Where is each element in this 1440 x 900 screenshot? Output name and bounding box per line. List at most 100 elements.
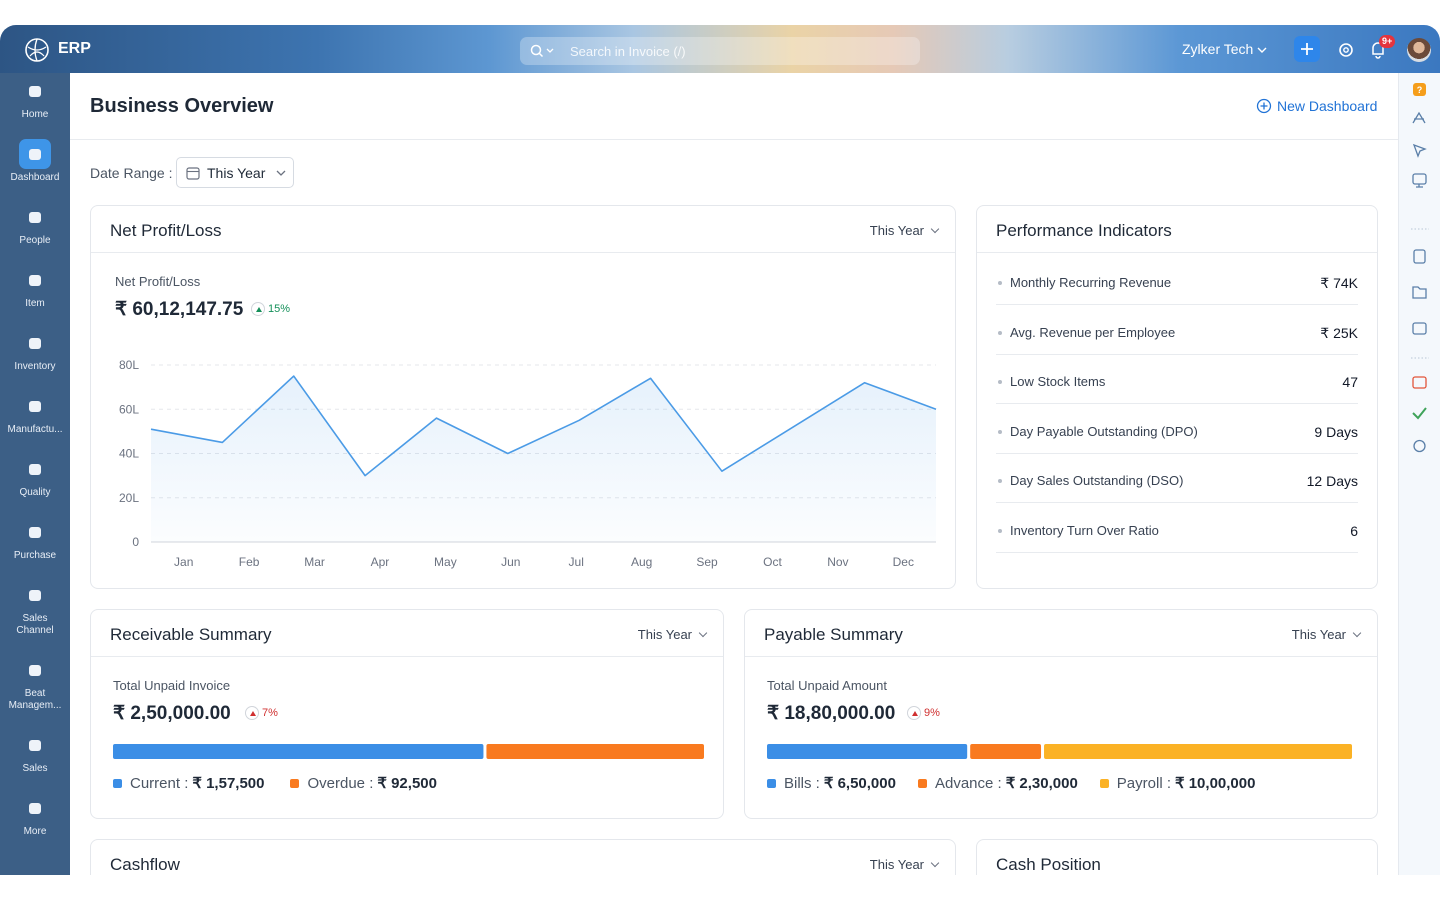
plus-circle-icon (1256, 98, 1272, 114)
sidebar-item[interactable]: Item (0, 265, 70, 310)
y-tick-label: 80L (119, 358, 139, 372)
x-tick-label: Sep (696, 555, 718, 569)
metric-amount: ₹ 60,12,147.75 (115, 299, 244, 320)
x-tick-label: Jul (569, 555, 584, 569)
card-title: Receivable Summary (110, 625, 272, 644)
legend-item: Current₹ 1,57,500 (113, 774, 264, 792)
legend-item: Advance₹ 2,30,000 (917, 774, 1078, 792)
sidebar-item[interactable]: Sales Channel (0, 580, 70, 637)
sidebar-item[interactable]: Home (0, 76, 70, 121)
icon-glyph (29, 149, 41, 160)
glyph (29, 665, 41, 676)
card-filter[interactable]: This Year (870, 223, 938, 238)
icon-glyph (29, 338, 41, 349)
notification-button[interactable] (1369, 40, 1387, 60)
change-value: 9% (924, 707, 940, 719)
sidebar-icon (19, 580, 51, 610)
x-tick-label: Oct (763, 555, 782, 569)
metric-amount: ₹ 18,80,000.00 (767, 703, 896, 724)
legend-value: ₹ 1,57,500 (192, 775, 265, 792)
user-avatar[interactable] (1407, 38, 1431, 62)
sidebar-label: Purchase (13, 550, 57, 561)
sidebar-icon (19, 328, 51, 358)
legend-item: Overdue₹ 92,500 (290, 774, 437, 792)
bar-segment (486, 744, 704, 759)
organization-switcher[interactable]: Zylker Tech (1182, 41, 1267, 57)
settings-button[interactable] (1337, 41, 1355, 59)
x-tick-label: Nov (827, 555, 848, 569)
indicator-label: Low Stock Items (997, 374, 1106, 389)
svg-text:?: ? (1417, 85, 1423, 95)
bar-segment (113, 744, 484, 759)
payable-card: Payable Summary This Year Total Unpaid A… (744, 609, 1378, 819)
sidebar-icon (19, 517, 51, 547)
indicator-value: 9 Days (1314, 423, 1358, 440)
date-range-select[interactable]: This Year (176, 157, 294, 188)
card-title: Cashflow (110, 855, 180, 874)
x-tick-label: Jan (174, 555, 193, 569)
indicator-value: 47 (1342, 374, 1358, 390)
glyph (29, 740, 41, 751)
stacked-bar (767, 744, 1352, 759)
legend-swatch (1099, 779, 1109, 788)
sidebar-item[interactable]: Beat Managem... (0, 655, 70, 712)
indicator-label: Inventory Turn Over Ratio (998, 522, 1159, 538)
x-tick-label: Apr (371, 555, 390, 569)
x-tick-label: Mar (304, 555, 325, 569)
logo-icon (25, 38, 49, 62)
metric-label: Total Unpaid Amount (767, 678, 887, 693)
sidebar-item[interactable]: More (0, 793, 70, 838)
indicator-label: Avg. Revenue per Employee (997, 324, 1176, 340)
card-filter[interactable]: This Year (870, 857, 938, 872)
glyph (29, 338, 41, 349)
card-header: Performance Indicators (977, 206, 1377, 253)
glyph (29, 86, 41, 97)
change-value: 15% (268, 303, 291, 315)
card-title: Cash Position (996, 855, 1101, 874)
search-box[interactable]: Search in Invoice (/) (520, 37, 920, 65)
indicator-value: ₹ 25K (1320, 324, 1358, 341)
indicator-label: Day Payable Outstanding (DPO) (998, 423, 1198, 439)
performance-card: Performance Indicators Monthly Recurring… (976, 205, 1378, 589)
icon-glyph (29, 464, 41, 475)
stacked-bar (113, 744, 704, 759)
sidebar-label: Manufactu... (7, 424, 63, 435)
sidebar-item[interactable]: Dashboard (0, 139, 70, 184)
glyph (29, 275, 41, 286)
sidebar-icon (19, 76, 51, 106)
sidebar: Home Dashboard People Item Inventory Manufact… (0, 73, 70, 875)
indicator-label: Day Sales Outstanding (DSO) (997, 473, 1184, 488)
chevron (1257, 47, 1267, 53)
sidebar-item[interactable]: People (0, 202, 70, 247)
sidebar-item[interactable]: Quality (0, 454, 70, 499)
glyph (29, 401, 41, 412)
card-filter[interactable]: This Year (1292, 627, 1360, 642)
sidebar-label: Home (21, 109, 49, 120)
new-dashboard-button[interactable]: New Dashboard (1256, 98, 1377, 114)
sidebar-item[interactable]: Purchase (0, 517, 70, 562)
add-button[interactable] (1294, 36, 1320, 62)
indicator-row: Monthly Recurring Revenue ₹ 74K (996, 256, 1358, 305)
icon-glyph (29, 86, 41, 97)
sidebar-item[interactable]: Inventory (0, 328, 70, 373)
sidebar-item[interactable]: Manufactu... (0, 391, 70, 436)
change-chip: 7% (245, 706, 278, 720)
card-filter[interactable]: This Year (638, 627, 706, 642)
icon-glyph (29, 212, 41, 223)
legend: Current₹ 1,57,500 Overdue₹ 92,500 (113, 774, 437, 792)
logo-text: ERP (58, 40, 91, 57)
x-tick-label: Feb (239, 555, 260, 569)
indicator-label: Monthly Recurring Revenue (997, 275, 1172, 290)
organization-name: Zylker Tech (1182, 41, 1254, 57)
sidebar-label: Quality (19, 487, 51, 498)
bar-segment (767, 744, 968, 759)
sidebar-icon (19, 391, 51, 421)
rail-icons: ? (1411, 83, 1429, 453)
sidebar-item[interactable]: Sales (0, 730, 70, 775)
sidebar-label: Beat Managem... (8, 688, 62, 711)
glyph (29, 464, 41, 475)
up-arrow (907, 706, 921, 720)
change-value: 7% (262, 707, 278, 719)
legend-swatch (767, 779, 776, 788)
